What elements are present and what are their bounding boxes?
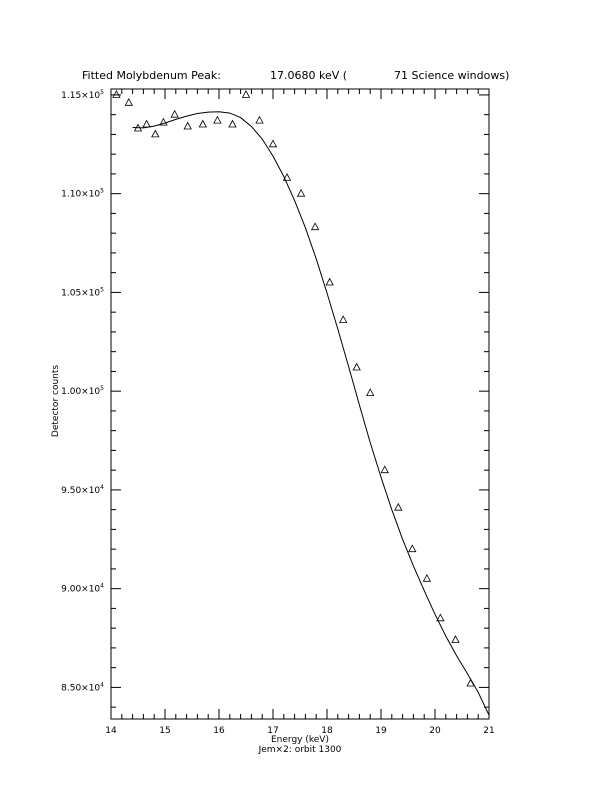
x-tick-label: 14 xyxy=(105,726,117,736)
y-tick-label: 1.10×105 xyxy=(61,188,104,200)
data-point xyxy=(268,139,278,148)
data-point xyxy=(394,502,403,511)
data-point xyxy=(142,119,151,128)
data-point xyxy=(325,277,334,286)
y-tick-label: 1.00×105 xyxy=(61,385,104,397)
data-point xyxy=(422,573,432,582)
x-tick-label: 19 xyxy=(375,726,387,736)
data-points xyxy=(112,90,475,687)
plot-frame xyxy=(110,88,490,720)
data-point xyxy=(282,173,292,181)
x-tick-label: 16 xyxy=(213,726,225,736)
x-tick-label: 17 xyxy=(267,726,278,736)
axis-ticks xyxy=(110,89,490,719)
axis-tick-labels: 14 15 16 17 18 19 20 21 8.50×104 9.00×104 9.50×104… xyxy=(61,89,495,736)
data-point xyxy=(228,119,237,128)
data-point xyxy=(466,678,475,687)
chart-title-prefix: Fitted Molybdenum Peak: xyxy=(82,69,221,82)
data-point xyxy=(366,388,375,397)
y-tick-label: 9.50×104 xyxy=(61,484,104,496)
data-point xyxy=(352,362,361,371)
chart-title-energy: 17.0680 keV ( xyxy=(270,69,347,82)
data-point xyxy=(296,188,306,197)
y-tick-label: 1.05×105 xyxy=(61,286,104,298)
data-point xyxy=(124,97,133,106)
data-point xyxy=(310,222,320,231)
data-point xyxy=(159,117,168,126)
fit-curve xyxy=(132,111,490,716)
data-point xyxy=(380,465,389,474)
data-point xyxy=(198,119,207,128)
data-point xyxy=(408,544,417,553)
data-point xyxy=(451,635,460,643)
x-axis-label: Energy (keV) xyxy=(271,735,329,745)
data-point xyxy=(213,115,222,124)
x-tick-label: 15 xyxy=(159,726,170,736)
x-tick-label: 18 xyxy=(321,726,333,736)
data-point xyxy=(241,90,251,98)
data-point xyxy=(133,123,143,132)
x-tick-label: 21 xyxy=(483,726,494,736)
data-point xyxy=(151,129,160,138)
y-tick-label: 8.50×104 xyxy=(61,681,104,693)
chart-title-windows: 71 Science windows) xyxy=(394,69,509,82)
footer-label: Jem×2: orbit 1300 xyxy=(258,745,342,755)
y-tick-label: 9.00×104 xyxy=(61,583,104,595)
data-point xyxy=(436,613,445,622)
data-point xyxy=(112,90,121,98)
x-tick-label: 20 xyxy=(429,726,441,736)
y-axis-label: Detector counts xyxy=(51,365,61,437)
data-point xyxy=(339,315,348,324)
data-point xyxy=(183,121,192,130)
data-point xyxy=(255,115,264,124)
y-tick-label: 1.15×105 xyxy=(61,89,104,101)
data-point xyxy=(170,109,179,118)
